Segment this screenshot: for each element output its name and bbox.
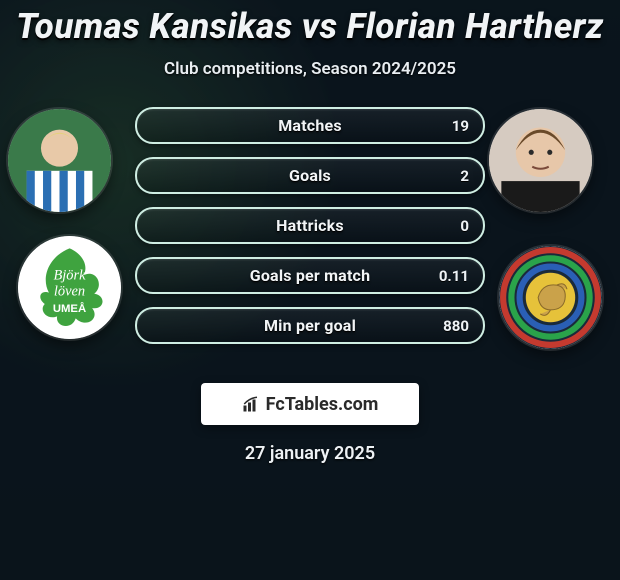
badge-text: FcTables.com	[266, 394, 379, 415]
stat-label: Goals per match	[250, 266, 371, 285]
page-title: Toumas Kansikas vs Florian Hartherz	[0, 6, 620, 47]
stat-row-goals: Goals 2	[135, 157, 485, 194]
player-left-avatar	[8, 109, 111, 212]
svg-text:UMEÅ: UMEÅ	[53, 302, 86, 315]
stat-right-value: 19	[452, 117, 469, 135]
stat-label: Matches	[278, 116, 342, 135]
player-right-avatar	[489, 109, 592, 212]
comparison-arena: Björk löven UMEÅ Matches 19 Goals 2 Hatt…	[0, 101, 620, 361]
svg-text:Björk: Björk	[53, 267, 86, 283]
source-badge: FcTables.com	[201, 383, 419, 425]
stat-row-min-per-goal: Min per goal 880	[135, 307, 485, 344]
stat-row-matches: Matches 19	[135, 107, 485, 144]
stat-right-value: 880	[443, 317, 469, 335]
stats-pills: Matches 19 Goals 2 Hattricks 0 Goals per…	[135, 107, 485, 357]
club-left-crest: Björk löven UMEÅ	[18, 236, 121, 339]
stat-right-value: 0	[460, 217, 469, 235]
stat-row-goals-per-match: Goals per match 0.11	[135, 257, 485, 294]
club-right-crest	[499, 246, 602, 349]
date-text: 27 january 2025	[0, 443, 620, 464]
bars-icon	[242, 395, 260, 413]
stat-right-value: 0.11	[439, 267, 469, 285]
stat-row-hattricks: Hattricks 0	[135, 207, 485, 244]
subtitle: Club competitions, Season 2024/2025	[0, 59, 620, 79]
stat-label: Hattricks	[276, 216, 344, 235]
svg-text:löven: löven	[54, 284, 85, 300]
stat-label: Min per goal	[264, 316, 356, 335]
stat-label: Goals	[289, 166, 331, 185]
stat-right-value: 2	[460, 167, 469, 185]
